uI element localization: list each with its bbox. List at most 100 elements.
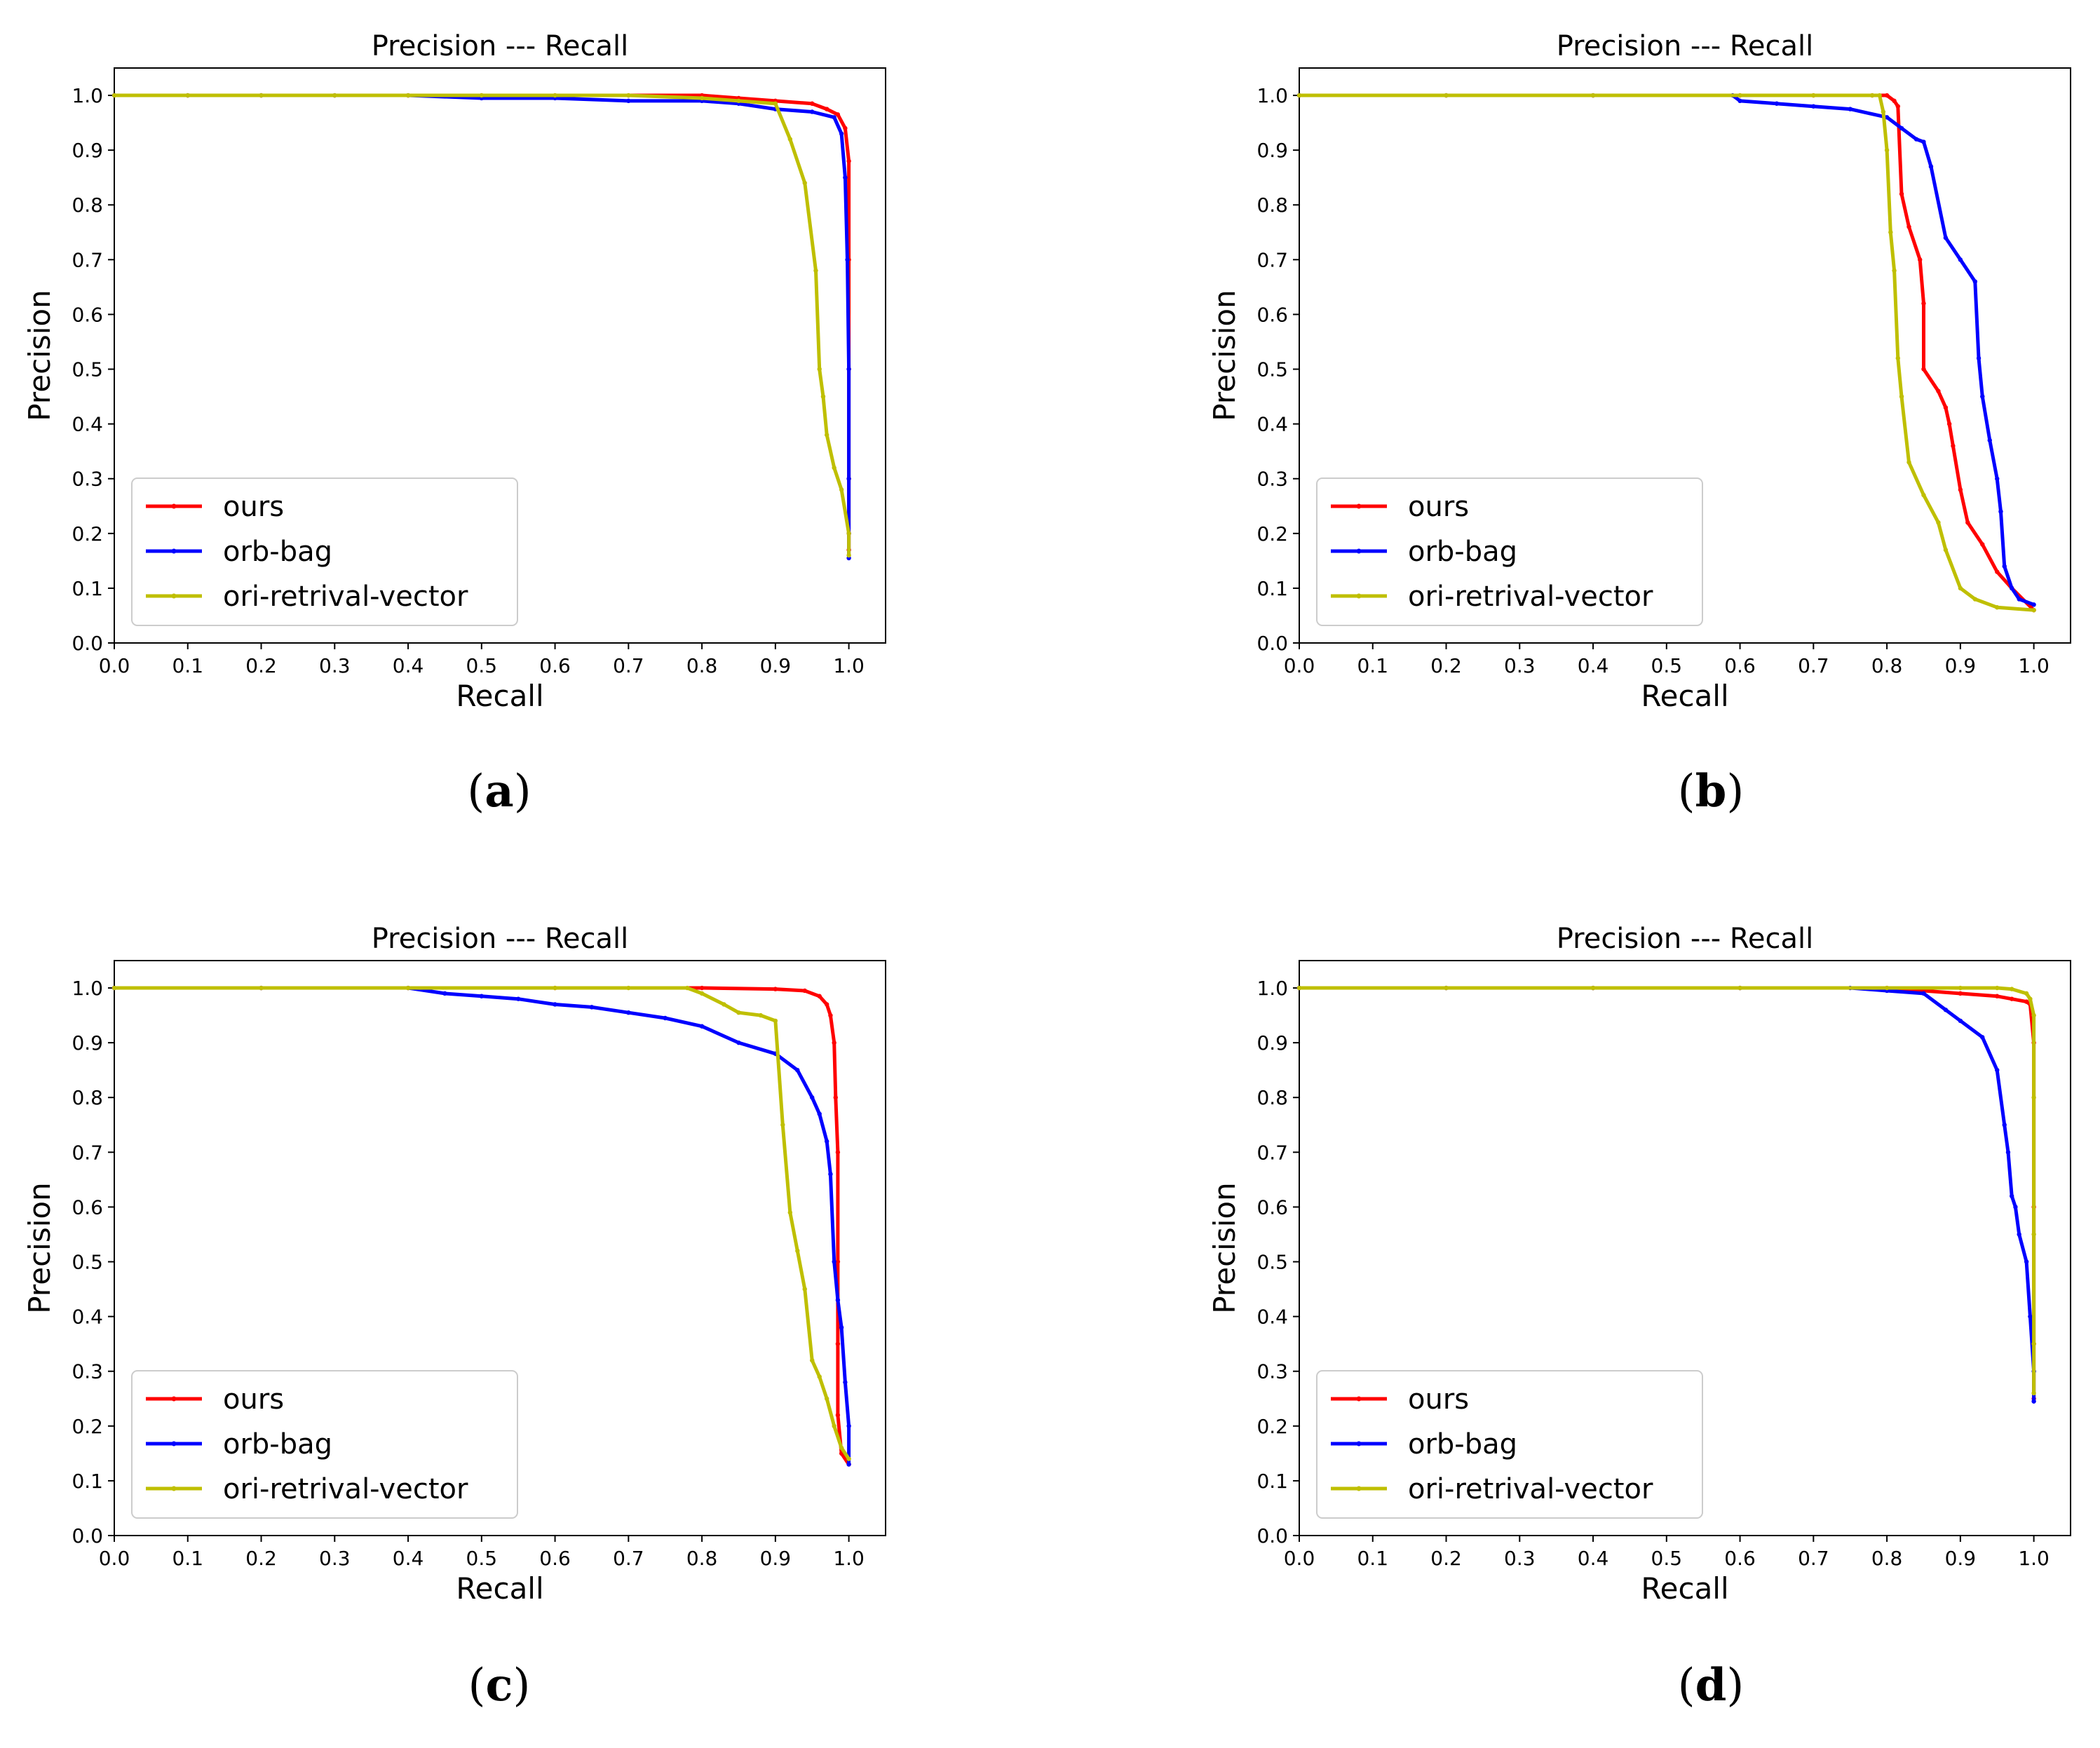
data-point [699, 991, 705, 996]
x-tick-label: 0.4 [393, 654, 424, 677]
y-tick-label: 0.2 [1256, 1415, 1288, 1438]
x-tick-label: 0.6 [1724, 654, 1756, 677]
data-point [2031, 1390, 2036, 1396]
x-axis-label: Recall [1641, 679, 1728, 713]
data-point [832, 1423, 836, 1429]
data-point [699, 985, 705, 991]
data-point [736, 1040, 741, 1045]
data-point [846, 553, 851, 558]
data-point [1811, 104, 1816, 109]
data-point [2024, 999, 2029, 1004]
data-point [479, 93, 485, 98]
data-point [817, 994, 822, 998]
y-tick-label: 1.0 [1256, 84, 1288, 107]
data-point [824, 433, 829, 438]
chart-panel-c: 0.0 0.1 0.2 0.3 0.4 0.5 0.6 0.7 0.8 0.9 1.0 0.0 0.1 0… [22, 923, 886, 1712]
data-point [1958, 991, 1963, 996]
data-point [817, 1111, 822, 1116]
data-point [1995, 605, 2000, 610]
data-point [1980, 394, 1985, 399]
data-point [1936, 520, 1941, 525]
data-point [2031, 607, 2036, 613]
y-tick-label: 0.6 [72, 1195, 103, 1219]
x-tick-label: 0.2 [1430, 1547, 1462, 1570]
x-tick-label: 1.0 [2018, 1547, 2050, 1570]
y-tick-label: 0.0 [1256, 632, 1288, 655]
series-ori-retrival-vector [1296, 93, 2036, 613]
data-point [832, 115, 836, 120]
x-tick-label: 0.4 [1578, 654, 1609, 677]
data-point [835, 1412, 841, 1418]
chart-title: Precision --- Recall [372, 923, 629, 955]
data-point [1884, 147, 1890, 153]
y-tick-label: 0.9 [1256, 139, 1288, 162]
legend-swatch-marker [171, 1396, 177, 1402]
data-point [553, 1002, 557, 1007]
x-tick-label: 0.1 [1357, 1547, 1388, 1570]
data-point [828, 1172, 833, 1177]
y-tick-label: 0.2 [72, 522, 103, 546]
x-tick-label: 0.3 [319, 654, 351, 677]
data-point [1998, 509, 2003, 514]
y-tick-label: 0.9 [72, 139, 103, 162]
data-point [1943, 548, 1949, 553]
y-tick-label: 0.4 [72, 413, 103, 436]
panel-caption: (b) [1678, 765, 1745, 818]
y-tick-label: 0.1 [72, 577, 103, 600]
data-point [773, 101, 778, 106]
x-tick-label: 0.3 [1504, 1547, 1536, 1570]
data-point [846, 1456, 851, 1461]
data-point [835, 112, 841, 117]
data-point [1296, 985, 1302, 991]
data-point [2024, 1259, 2029, 1264]
x-tick-label: 0.0 [99, 1547, 130, 1570]
data-point [1995, 569, 2000, 574]
legend-swatch-marker [1356, 1486, 1362, 1491]
x-tick-label: 0.6 [539, 654, 571, 677]
data-point [802, 180, 807, 186]
y-tick-label: 0.6 [1256, 1195, 1288, 1219]
legend-swatch-marker [1356, 1396, 1362, 1402]
y-tick-label: 0.5 [72, 358, 103, 381]
data-point [1946, 421, 1952, 426]
legend-label: orb-bag [1408, 1428, 1517, 1461]
y-tick-label: 0.2 [72, 1415, 103, 1438]
data-point [736, 1010, 741, 1015]
x-tick-label: 0.8 [686, 654, 718, 677]
data-point [843, 175, 848, 180]
data-point [773, 987, 778, 991]
data-point [820, 394, 826, 399]
data-point [835, 1341, 841, 1346]
data-point [817, 367, 822, 372]
data-point [2031, 1341, 2036, 1346]
x-tick-label: 0.5 [466, 1547, 498, 1570]
x-axis-label: Recall [456, 679, 543, 713]
data-point [332, 93, 337, 98]
data-point [663, 1015, 668, 1021]
legend: ours orb-bag ori-retrival-vector [1316, 477, 1703, 626]
data-point [787, 137, 793, 142]
data-point [684, 985, 690, 991]
data-point [802, 988, 807, 994]
data-point [1972, 279, 1978, 284]
data-point [795, 1067, 800, 1073]
y-axis-label: Precision [1207, 1182, 1242, 1313]
data-point [1943, 1008, 1949, 1012]
chart-panel-b: 0.0 0.1 0.2 0.3 0.4 0.5 0.6 0.7 0.8 0.9 1.0 0.0 0.1 0… [1207, 30, 2071, 818]
data-point [553, 985, 557, 991]
x-tick-label: 0.7 [1798, 654, 1829, 677]
data-point [1928, 164, 1934, 169]
data-point [813, 268, 818, 273]
panel-caption-letter: b [1695, 765, 1727, 818]
legend-label: ours [223, 1383, 284, 1416]
y-tick-label: 0.5 [1256, 1251, 1288, 1274]
data-point [835, 1150, 841, 1155]
legend-label: orb-bag [223, 1428, 332, 1461]
x-axis-label: Recall [1641, 1571, 1728, 1606]
data-point [1995, 1067, 2000, 1073]
data-point [626, 985, 631, 991]
y-tick-label: 0.6 [72, 303, 103, 326]
data-point [1444, 93, 1449, 98]
data-point [1987, 438, 1992, 443]
